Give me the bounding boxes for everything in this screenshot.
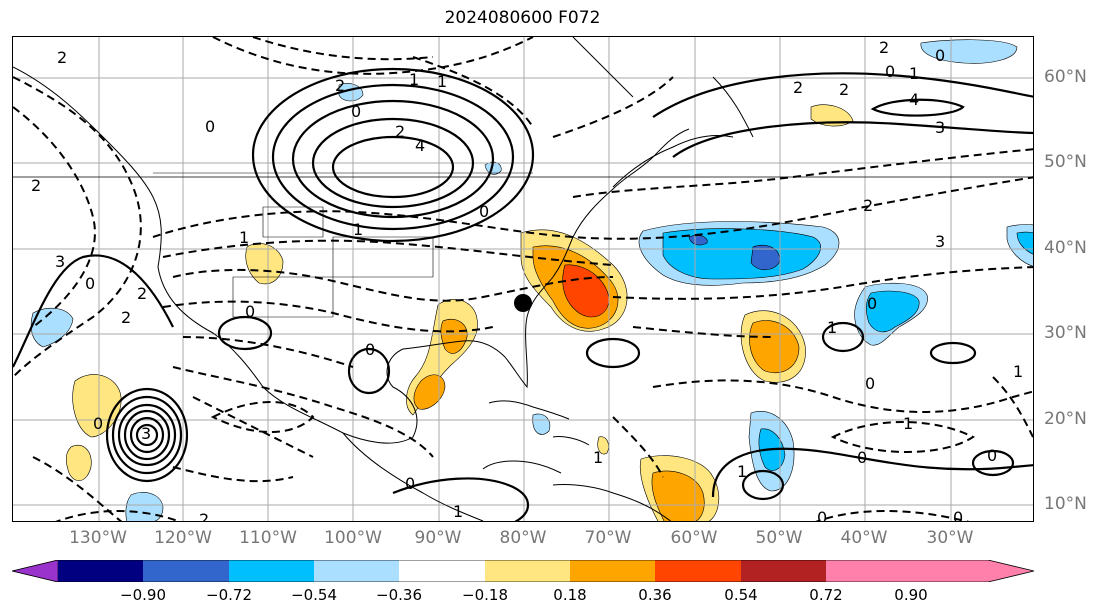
contour-label: 1 xyxy=(909,64,919,83)
lat-label: 40°N xyxy=(1044,238,1087,258)
colorbar-segment xyxy=(143,560,229,582)
colorbar-tick: −0.18 xyxy=(462,586,508,604)
lon-label: 60°W xyxy=(670,528,718,548)
contour-label: 1 xyxy=(409,70,419,89)
contour-label: 2 xyxy=(863,196,873,215)
contour-label: 1 xyxy=(239,228,249,247)
weather-map: 2 0 1 2 2 0 1 4 3 0 2 4 2 1 0 2 2 3 2 1 … xyxy=(13,37,1033,522)
contour-label: 0 xyxy=(953,508,963,522)
colorbar-tick: 0.90 xyxy=(894,586,928,604)
colorbar-tick: 0.36 xyxy=(638,586,672,604)
contour-label: 2 xyxy=(57,48,67,67)
colorbar-tick: −0.54 xyxy=(291,586,337,604)
contour-label: 0 xyxy=(245,302,255,321)
colorbar-segment xyxy=(655,560,741,582)
contour-labels: 2 0 1 2 2 0 1 4 3 0 2 4 2 1 0 2 2 3 2 1 … xyxy=(31,38,1023,522)
contour-label: 2 xyxy=(199,510,209,522)
positive-contours xyxy=(13,67,1033,521)
contour-label: 1 xyxy=(737,462,747,481)
contour-label: 0 xyxy=(857,448,867,467)
contour-label: 3 xyxy=(55,252,65,271)
lon-label: 80°W xyxy=(499,528,547,548)
contour-label: 3 xyxy=(935,118,945,137)
contour-label: 0 xyxy=(479,202,489,221)
colorbar-segment xyxy=(485,560,570,582)
contour-label: 1 xyxy=(437,72,447,91)
contour-label: 1 xyxy=(827,318,837,337)
contour-label: 1 xyxy=(1013,362,1023,381)
map-panel: 2 0 1 2 2 0 1 4 3 0 2 4 2 1 0 2 2 3 2 1 … xyxy=(12,36,1034,522)
contour-label: 2 xyxy=(31,176,41,195)
graticule xyxy=(13,37,1033,521)
lat-label: 30°N xyxy=(1044,323,1087,343)
contour-label: 0 xyxy=(885,62,895,81)
lon-label: 30°W xyxy=(926,528,974,548)
lon-label: 110°W xyxy=(239,528,297,548)
contour-label: 1 xyxy=(353,220,363,239)
lat-label: 50°N xyxy=(1044,152,1087,172)
contour-label: 2 xyxy=(121,308,131,327)
colorbar-segment xyxy=(399,560,485,582)
contour-label: 0 xyxy=(205,117,215,136)
contour-label: 0 xyxy=(93,414,103,433)
contour-label: 0 xyxy=(85,274,95,293)
lon-label: 90°W xyxy=(414,528,462,548)
lon-label: 40°W xyxy=(840,528,888,548)
contour-label: 2 xyxy=(137,284,147,303)
colorbar-segment xyxy=(229,560,314,582)
colorbar-segment xyxy=(570,560,655,582)
colorbar-tick: −0.72 xyxy=(206,586,252,604)
colorbar-tick: 0.54 xyxy=(724,586,758,604)
contour-label: 2 xyxy=(395,122,405,141)
lat-label: 60°N xyxy=(1044,67,1087,87)
contour-label: 0 xyxy=(987,446,997,465)
colorbar-tick: −0.90 xyxy=(120,586,166,604)
storm-center-dot xyxy=(514,294,532,312)
contour-label: 1 xyxy=(593,448,603,467)
lat-label: 10°N xyxy=(1044,494,1087,514)
coastlines xyxy=(13,37,1033,521)
contour-label: 0 xyxy=(365,340,375,359)
colorbar-max-extension xyxy=(826,560,1034,582)
lon-label: 130°W xyxy=(69,528,127,548)
colorbar-segment xyxy=(58,560,143,582)
colorbar-tick: 0.72 xyxy=(809,586,843,604)
contour-label: 2 xyxy=(879,38,889,57)
contour-label: 2 xyxy=(793,78,803,97)
negative-contours xyxy=(13,37,1033,521)
contour-label: 4 xyxy=(415,136,425,155)
colorbar-segment xyxy=(314,560,399,582)
lat-label: 20°N xyxy=(1044,409,1087,429)
contour-label: 3 xyxy=(935,232,945,251)
colorbar xyxy=(12,560,1035,582)
contour-label: 0 xyxy=(865,374,875,393)
contour-label: 2 xyxy=(335,76,345,95)
map-title: 2024080600 F072 xyxy=(444,8,601,28)
lon-label: 100°W xyxy=(324,528,382,548)
contour-label: 0 xyxy=(817,508,827,522)
contour-label: 1 xyxy=(453,502,463,521)
colorbar-tick: 0.18 xyxy=(553,586,587,604)
lon-label: 70°W xyxy=(584,528,632,548)
lon-label: 120°W xyxy=(154,528,212,548)
colorbar-tick: −0.36 xyxy=(376,586,422,604)
colorbar-min-extension xyxy=(12,560,59,582)
lon-label: 50°W xyxy=(755,528,803,548)
contour-label: 0 xyxy=(867,294,877,313)
contour-label: 0 xyxy=(351,102,361,121)
contour-label: 1 xyxy=(903,414,913,433)
contour-label: 0 xyxy=(935,46,945,65)
contour-label: 0 xyxy=(405,474,415,493)
contour-label: 4 xyxy=(909,90,919,109)
colorbar-segment xyxy=(741,560,826,582)
contour-label: 3 xyxy=(141,424,151,443)
contour-label: 2 xyxy=(839,80,849,99)
